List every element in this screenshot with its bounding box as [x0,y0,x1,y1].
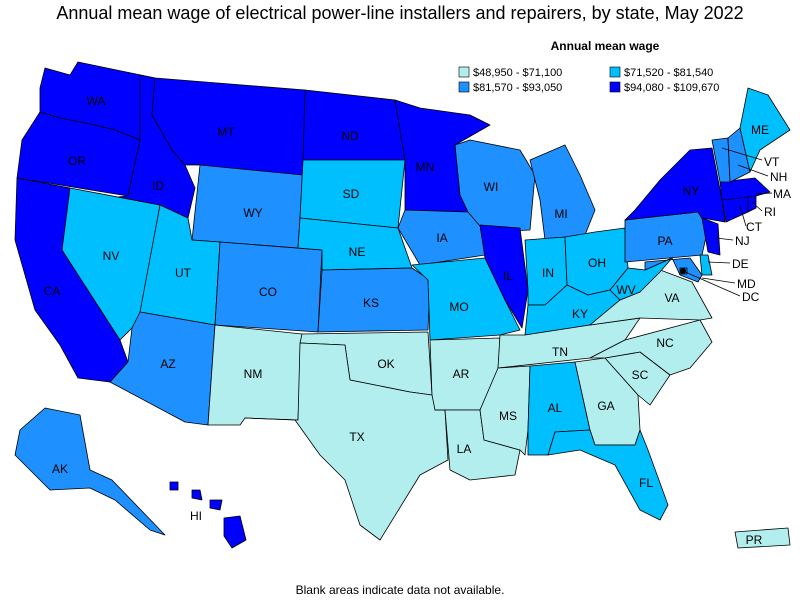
state-wi[interactable] [454,139,536,233]
label-ri: RI [764,205,776,219]
label-de: DE [732,257,749,271]
label-ga: GA [597,399,614,413]
label-az: AZ [160,357,175,371]
state-hi[interactable] [169,481,247,549]
footnote: Blank areas indicate data not available. [296,583,505,597]
callouts [680,147,773,297]
legend: Annual mean wage $48,950 - $71,100 $71,5… [458,39,719,94]
state-nd[interactable] [302,89,406,161]
state-tx[interactable] [244,342,449,541]
label-id: ID [152,179,164,193]
legend-swatch-1 [458,66,470,78]
state-ak[interactable] [14,407,166,536]
label-or: OR [68,154,86,168]
label-mo: MO [449,300,468,314]
legend-label-4: $94,080 - $109,670 [624,82,719,94]
label-ks: KS [363,296,379,310]
label-wv: WV [616,283,635,297]
label-nv: NV [103,249,120,263]
label-me: ME [751,123,769,137]
label-mi: MI [554,207,567,221]
label-sc: SC [632,368,649,382]
state-nj[interactable] [701,217,721,256]
state-tn[interactable] [497,317,641,369]
state-nc[interactable] [589,319,713,376]
state-wv[interactable] [609,257,673,301]
label-tx: TX [349,430,364,444]
label-dc: DC [742,290,760,304]
label-ms: MS [499,409,517,423]
map-title: Annual mean wage of electrical power-lin… [56,3,743,23]
label-la: LA [457,442,472,456]
legend-swatch-2 [609,66,621,78]
label-ky: KY [572,307,588,321]
state-fl[interactable] [547,429,669,521]
legend-label-2: $71,520 - $81,540 [624,67,713,79]
label-fl: FL [639,476,653,490]
legend-swatch-4 [609,81,621,93]
label-va: VA [664,291,679,305]
label-ak: AK [52,462,68,476]
label-mt: MT [217,125,235,139]
label-il: IL [503,269,513,283]
label-ar: AR [453,367,470,381]
label-ct: CT [746,220,763,234]
label-co: CO [259,285,277,299]
label-wi: WI [484,180,499,194]
label-sd: SD [343,187,360,201]
state-ny[interactable] [624,147,726,223]
label-nc: NC [656,336,674,350]
label-wa: WA [87,94,106,108]
label-ut: UT [175,266,192,280]
label-nm: NM [244,367,263,381]
label-ny: NY [683,184,700,198]
label-pr: PR [746,533,763,547]
dc-marker [680,268,686,274]
state-il[interactable] [479,224,529,329]
label-in: IN [542,266,554,280]
state-ma[interactable] [719,177,771,201]
label-mn: MN [416,160,435,174]
label-ok: OK [377,357,394,371]
legend-title: Annual mean wage [551,39,660,53]
label-nj: NJ [735,234,750,248]
legend-label-1: $48,950 - $71,100 [473,67,562,79]
label-hi: HI [190,509,202,523]
label-vt: VT [764,155,780,169]
state-me[interactable] [739,87,791,173]
label-nh: NH [770,170,787,184]
label-wy: WY [243,206,262,220]
legend-swatch-3 [458,81,470,93]
legend-label-3: $81,570 - $93,050 [473,82,562,94]
label-tn: TN [552,345,568,359]
state-md[interactable] [644,257,703,283]
label-md: MD [737,277,756,291]
label-oh: OH [588,256,606,270]
label-ca: CA [44,284,61,298]
states-layer [14,61,791,549]
state-mi[interactable] [529,144,596,241]
label-pa: PA [657,234,672,248]
state-pr[interactable] [734,527,791,549]
label-nd: ND [341,129,359,143]
label-al: AL [548,401,563,415]
label-ma: MA [773,187,791,201]
state-labels: WA OR CA ID MT ND MN IL NY MA CT NJ HI R… [44,94,791,547]
label-ia: IA [436,231,447,245]
state-de[interactable] [699,254,713,276]
label-ne: NE [349,245,366,259]
